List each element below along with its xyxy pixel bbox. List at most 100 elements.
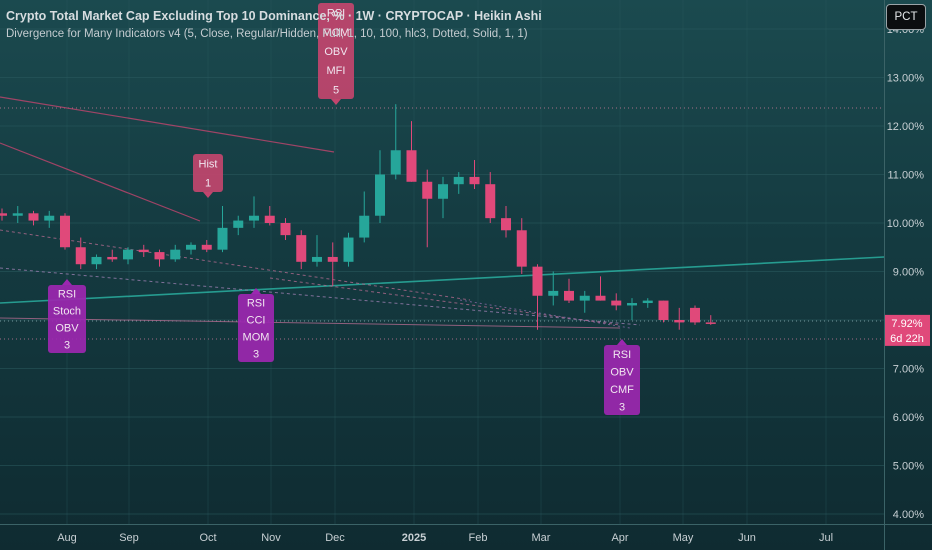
- y-tick-label: 10.00%: [887, 218, 925, 230]
- y-tick-label: 12.00%: [887, 121, 925, 133]
- candle-body[interactable]: [611, 300, 622, 306]
- bearish-divergence-label[interactable]: RSI MOM OBV MFI 5: [318, 3, 354, 105]
- x-tick-label: Aug: [57, 532, 77, 544]
- x-tick-label: Apr: [611, 532, 628, 544]
- label-text: MOM: [243, 332, 270, 344]
- candle-body[interactable]: [154, 252, 165, 260]
- x-tick-label: 2025: [402, 532, 426, 544]
- candle-body[interactable]: [438, 184, 448, 199]
- divergence-line: [269, 277, 621, 326]
- label-pointer: [617, 339, 627, 345]
- indicator-legend[interactable]: Divergence for Many Indicators v4 (5, Cl…: [6, 28, 528, 40]
- divergence-line: [0, 96, 335, 153]
- divergence-line: [0, 317, 621, 329]
- label-text: 3: [253, 349, 259, 361]
- y-tick-label: 9.00%: [893, 267, 924, 279]
- label-text: MFI: [327, 65, 346, 77]
- label-box: [238, 294, 274, 362]
- label-text: 5: [333, 84, 339, 96]
- divergence-line: [0, 142, 201, 222]
- candle-body[interactable]: [12, 213, 23, 216]
- candle-body[interactable]: [123, 249, 133, 260]
- candle-body[interactable]: [217, 227, 228, 250]
- candle-body[interactable]: [674, 320, 685, 323]
- candle-body[interactable]: [548, 290, 559, 296]
- x-tick-label: May: [673, 532, 694, 544]
- x-tick-label: Jul: [819, 532, 833, 544]
- candle-body[interactable]: [406, 150, 417, 182]
- candle-body[interactable]: [516, 230, 527, 267]
- candle-body[interactable]: [107, 256, 118, 260]
- candle-body[interactable]: [201, 244, 212, 250]
- x-tick-label: Oct: [199, 532, 216, 544]
- candle-body[interactable]: [690, 307, 700, 323]
- label-text: RSI: [327, 8, 345, 20]
- label-box: [48, 285, 86, 353]
- candle-body[interactable]: [264, 215, 275, 223]
- candle-body[interactable]: [564, 290, 574, 301]
- candle-body[interactable]: [75, 247, 86, 265]
- current-price-badge: 7.92% 6d 22h: [885, 314, 930, 346]
- candle-body[interactable]: [501, 218, 511, 231]
- current-price-label: 7.92%: [891, 318, 922, 330]
- bullish-divergence-label[interactable]: RSI OBV CMF 3: [604, 339, 640, 415]
- divergence-line: [0, 229, 471, 301]
- candle-body[interactable]: [249, 215, 259, 221]
- candle-body[interactable]: [642, 300, 653, 304]
- candle-body[interactable]: [44, 215, 55, 221]
- candle-body[interactable]: [658, 300, 669, 320]
- x-tick-label: Jun: [738, 532, 756, 544]
- candle-body[interactable]: [280, 223, 291, 236]
- candle-body[interactable]: [579, 295, 590, 301]
- label-pointer: [62, 279, 72, 285]
- candle-body[interactable]: [91, 256, 102, 265]
- candle-body[interactable]: [627, 303, 637, 306]
- bearish-divergence-label[interactable]: Hist 1: [193, 154, 223, 198]
- candle-body[interactable]: [312, 256, 322, 262]
- label-pointer: [251, 288, 261, 294]
- candles-layer: [0, 104, 716, 330]
- y-tick-label: 7.00%: [893, 364, 924, 376]
- label-text: Hist: [199, 159, 218, 171]
- label-text: CMF: [610, 384, 634, 396]
- label-text: 3: [619, 401, 625, 413]
- candle-body[interactable]: [0, 213, 7, 216]
- candle-body[interactable]: [595, 295, 606, 301]
- candle-body[interactable]: [170, 249, 181, 260]
- candle-body[interactable]: [453, 176, 464, 185]
- y-tick-label: 4.00%: [893, 509, 924, 521]
- label-text: CCI: [247, 315, 266, 327]
- scale-pct-button[interactable]: PCT: [886, 4, 926, 30]
- label-text: 3: [64, 340, 70, 352]
- candle-body[interactable]: [28, 213, 39, 221]
- candle-body[interactable]: [343, 237, 354, 262]
- label-text: 1: [205, 178, 211, 190]
- candle-body[interactable]: [138, 249, 149, 253]
- chart-title: Crypto Total Market Cap Excluding Top 10…: [6, 9, 542, 23]
- candle-body[interactable]: [375, 174, 385, 216]
- y-tick-label: 6.00%: [893, 412, 924, 424]
- countdown-label: 6d 22h: [890, 333, 924, 345]
- label-text: MOM: [323, 27, 350, 39]
- y-tick-label: 13.00%: [887, 73, 925, 85]
- candle-body[interactable]: [485, 184, 496, 219]
- candle-body[interactable]: [705, 322, 716, 324]
- candle-body[interactable]: [359, 215, 370, 238]
- candle-body[interactable]: [327, 256, 338, 262]
- candle-body[interactable]: [296, 235, 307, 262]
- x-tick-label: Sep: [119, 532, 139, 544]
- candle-body[interactable]: [186, 244, 196, 250]
- bullish-divergence-label[interactable]: RSI Stoch OBV 3: [48, 279, 86, 353]
- label-text: RSI: [58, 289, 76, 301]
- label-text: RSI: [247, 298, 265, 310]
- candle-body[interactable]: [233, 220, 244, 228]
- bullish-divergence-label[interactable]: RSI CCI MOM 3: [238, 288, 274, 362]
- candle-body[interactable]: [60, 215, 70, 248]
- candle-body[interactable]: [532, 266, 543, 296]
- y-tick-label: 11.00%: [888, 170, 925, 182]
- candle-body[interactable]: [390, 150, 401, 175]
- candle-body[interactable]: [469, 176, 480, 185]
- candle-body[interactable]: [422, 181, 433, 199]
